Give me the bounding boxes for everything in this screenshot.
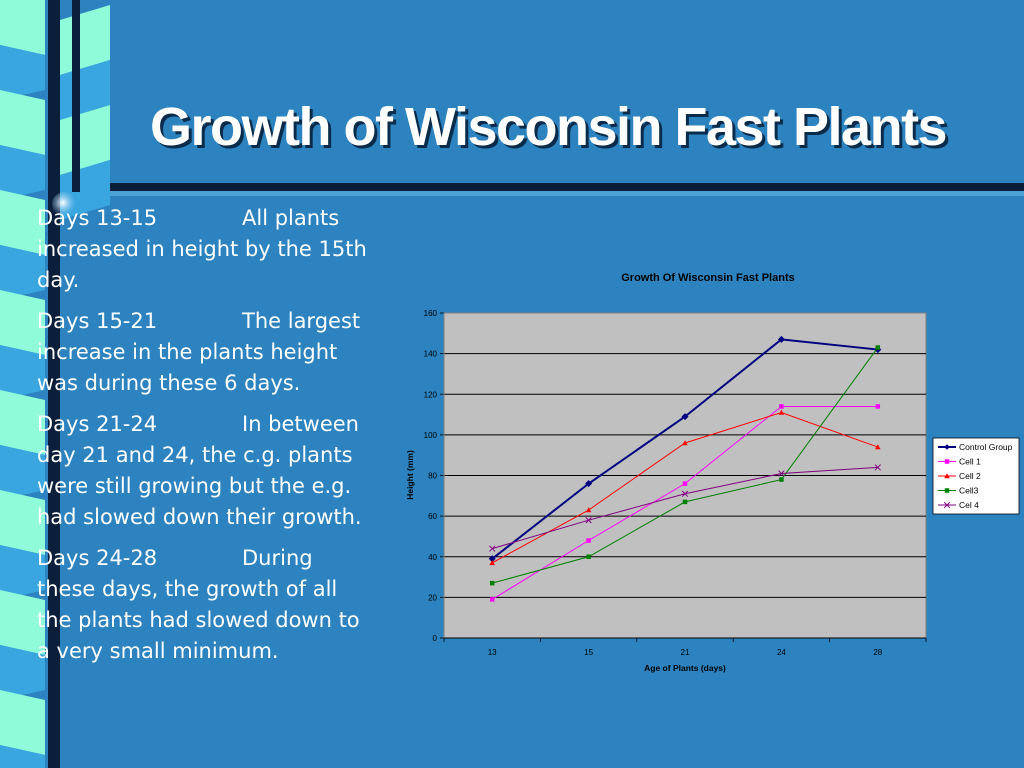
ribbon-post [72, 0, 80, 192]
x-tick-label: 15 [584, 648, 593, 657]
slide-title: Growth of Wisconsin Fast Plants [150, 97, 948, 157]
data-point [585, 480, 593, 488]
observation-notes: Days 13-15 All plants increased in height… [37, 203, 367, 677]
data-point [778, 409, 785, 415]
data-point [682, 481, 688, 486]
ribbon-segment [0, 590, 45, 655]
data-point [944, 459, 950, 464]
ribbon-segment [0, 690, 45, 755]
note-days: Days 24-28 [37, 546, 158, 570]
y-tick-label: 40 [428, 553, 437, 562]
chart-legend: Control Group Cell 1 Cell 2 Cell3 Cel 4 [932, 437, 1020, 515]
data-point [779, 477, 784, 482]
data-point [489, 597, 495, 602]
y-axis-ticks: 0 20 40 60 80 100 120 140 160 [424, 309, 926, 643]
ribbon-segment [0, 490, 45, 555]
data-point [489, 560, 495, 566]
note-item: Days 13-15 All plants increased in height… [37, 203, 367, 296]
data-point [944, 473, 950, 479]
data-point [586, 538, 591, 543]
ribbon-segment [0, 345, 45, 400]
data-point [875, 444, 881, 450]
y-axis-label: Height (mm) [405, 450, 415, 500]
y-tick-label: 80 [428, 472, 437, 481]
ribbon-post [48, 0, 60, 768]
note-item: Days 24-28 During these days, the growth … [37, 543, 367, 667]
ribbon-segment [0, 0, 45, 55]
ribbon-decoration [0, 0, 110, 768]
y-tick-label: 140 [424, 350, 438, 359]
note-text: The largest increase in the plants heigh… [37, 309, 361, 395]
ribbon-segment [0, 290, 45, 355]
data-point [874, 464, 881, 471]
ribbon-segment [0, 445, 45, 500]
series-lines [488, 335, 882, 602]
legend-label: Control Group [959, 442, 1013, 452]
x-tick-label: 21 [681, 648, 690, 657]
x-tick-label: 24 [777, 648, 786, 657]
note-days: Days 13-15 [37, 206, 158, 230]
data-point [682, 440, 688, 446]
data-point [585, 517, 592, 524]
x-tick-label: 13 [488, 648, 497, 657]
ribbon-segment [0, 545, 45, 600]
data-point [586, 554, 591, 559]
y-tick-label: 160 [424, 309, 438, 318]
data-point [489, 580, 495, 586]
note-text: In between day 21 and 24, the c.g. plant… [37, 412, 362, 529]
ribbon-segment [0, 645, 45, 700]
y-tick-label: 0 [433, 634, 438, 643]
note-days: Days 15-21 [37, 309, 158, 333]
data-point [489, 545, 496, 552]
data-point [681, 413, 689, 421]
note-text: All plants increased in height by the 15… [37, 206, 367, 292]
ribbon-segment [0, 245, 45, 300]
data-point [875, 345, 881, 350]
note-item: Days 21-24 In between day 21 and 24, the … [37, 409, 367, 533]
chart-title: Growth Of Wisconsin Fast Plants [621, 272, 794, 284]
y-tick-label: 120 [424, 390, 438, 399]
data-point [944, 488, 950, 493]
growth-line-chart: Growth Of Wisconsin Fast Plants 0 20 40 60 8… [405, 272, 1020, 673]
grid-lines [444, 353, 926, 598]
legend-label: Cel 4 [959, 500, 979, 510]
data-point [779, 404, 784, 409]
data-point [875, 404, 881, 409]
legend-label: Cell 1 [959, 457, 981, 467]
note-text: During these days, the growth of all the… [37, 546, 360, 663]
data-point [488, 555, 496, 563]
ribbon-segment [0, 390, 45, 455]
note-days: Days 21-24 [37, 412, 158, 436]
data-point [778, 470, 785, 477]
y-tick-label: 20 [428, 593, 437, 602]
legend-label: Cell 2 [959, 471, 981, 481]
x-axis-ticks: 13 15 21 24 28 [443, 638, 927, 657]
x-axis-label: Age of Plants (days) [644, 663, 726, 673]
data-point [943, 501, 951, 509]
ribbon-segment [0, 145, 45, 200]
ribbon-segment [0, 90, 45, 155]
data-point [682, 499, 688, 505]
data-point [777, 335, 785, 343]
note-item: Days 15-21 The largest increase in the pl… [37, 306, 367, 399]
ribbon-segment [0, 45, 45, 100]
y-tick-label: 100 [424, 431, 438, 440]
legend-label: Cell3 [959, 486, 979, 496]
ribbon-segment [0, 190, 45, 255]
data-point [944, 444, 950, 450]
data-point [585, 507, 592, 513]
data-point [681, 490, 689, 497]
y-tick-label: 60 [428, 512, 437, 521]
ribbon-segment [0, 745, 45, 768]
x-tick-label: 28 [873, 648, 882, 657]
